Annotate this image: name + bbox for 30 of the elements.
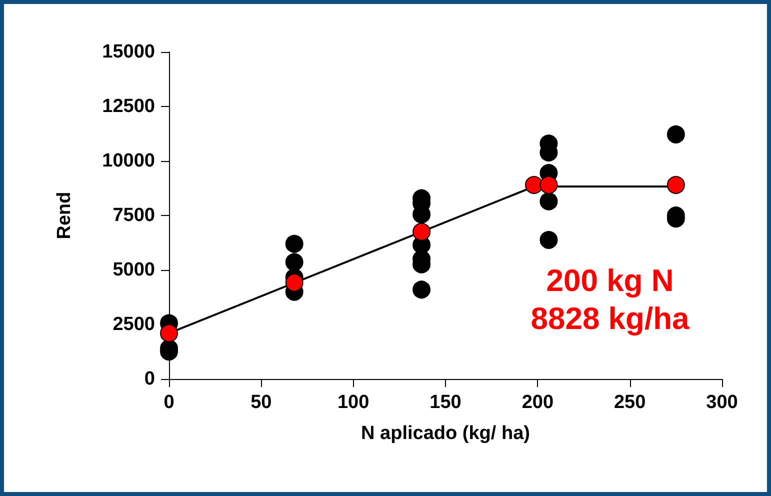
point — [540, 230, 558, 249]
point — [160, 324, 178, 342]
x-tick-label: 50 — [250, 392, 272, 413]
y-axis-title: Rend — [54, 192, 75, 240]
x-tick-label: 200 — [522, 392, 554, 413]
y-tick-label: 0 — [144, 368, 155, 390]
point — [540, 176, 558, 194]
annotation: 200 kg N — [545, 262, 675, 300]
point — [540, 192, 558, 210]
x-tick-label: 0 — [164, 392, 174, 413]
x-tick-label: 150 — [430, 392, 462, 413]
y-tick-label: 12500 — [102, 96, 155, 117]
x-tick-label: 300 — [706, 392, 738, 413]
y-tick-label: 5000 — [112, 260, 155, 280]
x-axis-title: N aplicado (kg/ ha) — [361, 423, 530, 444]
point — [285, 234, 304, 253]
y-tick-label: 15000 — [102, 42, 155, 62]
point — [524, 176, 543, 194]
y-tick-label: 10000 — [102, 150, 155, 172]
y-tick-label: 7500 — [112, 205, 155, 226]
x-tick-label: 100 — [337, 392, 370, 413]
point — [285, 274, 304, 292]
x-tick-label: 250 — [614, 392, 646, 413]
point — [412, 222, 431, 241]
y-tick-label: 2500 — [112, 314, 155, 335]
point — [285, 253, 304, 272]
point — [412, 280, 431, 299]
annotation: 8828 kg/ha — [530, 300, 690, 338]
point — [666, 125, 685, 144]
point — [666, 176, 685, 194]
